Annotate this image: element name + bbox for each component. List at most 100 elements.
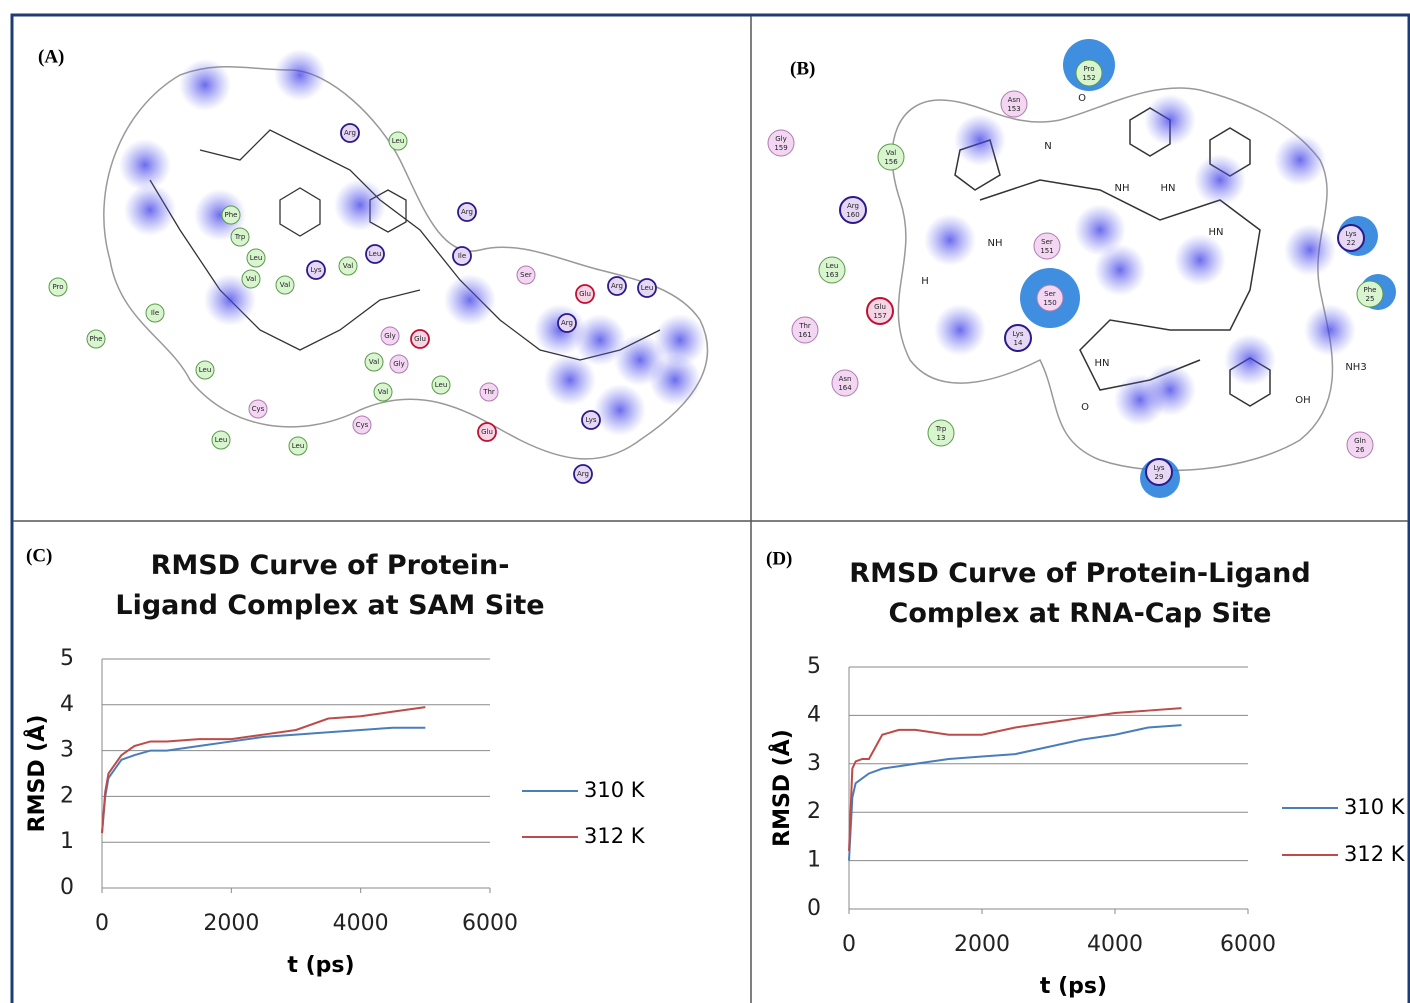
hydrophobic-blob bbox=[954, 114, 1006, 166]
residue-number: 26 bbox=[1356, 446, 1365, 454]
residue bbox=[431, 375, 451, 395]
residue-name: Phe bbox=[225, 211, 238, 219]
hydrophobic-blob bbox=[1284, 224, 1336, 276]
y-tick-label: 5 bbox=[60, 646, 74, 671]
residue bbox=[637, 278, 657, 298]
residue bbox=[818, 256, 846, 284]
hydrophobic-blob bbox=[1304, 304, 1356, 356]
residue-name: Arg bbox=[847, 202, 859, 210]
y-tick-label: 1 bbox=[807, 848, 821, 873]
chart-title: RMSD Curve of Protein-Ligand Complex at … bbox=[849, 558, 1311, 629]
y-tick-label: 2 bbox=[60, 783, 74, 808]
residue bbox=[195, 360, 215, 380]
residue-name: Ser bbox=[1041, 238, 1053, 246]
residue-name: Leu bbox=[199, 366, 212, 374]
residue-number: 164 bbox=[838, 384, 852, 392]
residue-name: Ile bbox=[458, 252, 466, 260]
residue-number: 14 bbox=[1014, 339, 1023, 347]
y-tick-label: 2 bbox=[807, 799, 821, 824]
atom-label: N bbox=[1044, 141, 1051, 152]
hydrophobic-blob bbox=[334, 179, 386, 231]
residue bbox=[516, 265, 536, 285]
residue-name: Val bbox=[246, 275, 257, 283]
residue bbox=[410, 329, 430, 349]
residue bbox=[145, 303, 165, 323]
residue-name: Lys bbox=[1012, 330, 1023, 338]
y-axis-label: RMSD (Å) bbox=[769, 729, 795, 847]
atom-label: NH bbox=[1115, 183, 1130, 194]
hydrophobic-blob bbox=[594, 384, 646, 436]
hydrophobic-blob bbox=[544, 354, 596, 406]
hydrophobic-blob bbox=[1144, 94, 1196, 146]
hydrophobic-blob bbox=[934, 304, 986, 356]
x-axis-label: t (ps) bbox=[1040, 974, 1107, 999]
y-tick-label: 4 bbox=[60, 692, 74, 717]
residue bbox=[927, 419, 955, 447]
series-line bbox=[848, 724, 1182, 861]
residue-name: Glu bbox=[579, 290, 591, 298]
x-tick-label: 4000 bbox=[333, 911, 389, 936]
hydrophobic-blob bbox=[924, 214, 976, 266]
residue bbox=[1346, 431, 1374, 459]
residue-name: Glu bbox=[481, 428, 493, 436]
residue-name: Leu bbox=[292, 442, 305, 450]
hydrophobic-blob bbox=[654, 314, 706, 366]
residue-name: Trp bbox=[234, 233, 246, 241]
residue-name: Arg bbox=[577, 470, 589, 478]
atom-label: H bbox=[921, 276, 929, 287]
chart-title: RMSD Curve of Protein-Ligand Complex at … bbox=[115, 550, 545, 621]
contour bbox=[891, 87, 1334, 472]
residue-name: Arg bbox=[561, 319, 573, 327]
residue bbox=[1337, 224, 1365, 252]
residue-name: Lys bbox=[1153, 464, 1164, 472]
hydrophobic-blob bbox=[204, 274, 256, 326]
x-tick-label: 6000 bbox=[1220, 932, 1276, 957]
hydrophobic-blob bbox=[1094, 244, 1146, 296]
hydrophobic-blob bbox=[194, 189, 246, 241]
hydrophobic-blob bbox=[179, 59, 231, 111]
residue-name: Leu bbox=[369, 250, 382, 258]
hydrophobic-blob bbox=[444, 274, 496, 326]
atom-label: O bbox=[1078, 93, 1086, 104]
residue bbox=[1036, 284, 1064, 312]
residue bbox=[791, 316, 819, 344]
residue-number: 151 bbox=[1040, 247, 1053, 255]
hydrophobic-blob bbox=[1274, 134, 1326, 186]
residue bbox=[1356, 280, 1384, 308]
residue-name: Leu bbox=[215, 436, 228, 444]
residue bbox=[248, 399, 268, 419]
frame bbox=[10, 13, 1410, 1003]
residue bbox=[389, 354, 409, 374]
atom-label: OH bbox=[1295, 395, 1310, 406]
residue bbox=[581, 410, 601, 430]
y-tick-label: 5 bbox=[807, 654, 821, 679]
residue bbox=[1075, 59, 1103, 87]
residue bbox=[340, 123, 360, 143]
hydrophobic-blob bbox=[1174, 234, 1226, 286]
residue bbox=[575, 284, 595, 304]
residue-name: Val bbox=[280, 281, 291, 289]
atom-label: NH3 bbox=[1345, 362, 1366, 373]
residue-name: Leu bbox=[392, 137, 405, 145]
residue-name: Leu bbox=[250, 254, 263, 262]
y-tick-label: 3 bbox=[807, 751, 821, 776]
panel-label: (D) bbox=[766, 548, 792, 569]
residue-name: Phe bbox=[1364, 286, 1377, 294]
residue-name: Cys bbox=[252, 405, 265, 413]
residue-number: 152 bbox=[1082, 74, 1095, 82]
x-tick-label: 6000 bbox=[462, 911, 518, 936]
residue-name: Glu bbox=[414, 335, 426, 343]
series-line bbox=[101, 726, 426, 834]
residue-number: 153 bbox=[1007, 105, 1020, 113]
y-tick-label: 0 bbox=[807, 896, 821, 921]
x-tick-label: 2000 bbox=[203, 911, 259, 936]
x-tick-label: 0 bbox=[95, 911, 109, 936]
residue bbox=[48, 277, 68, 297]
residue-name: Asn bbox=[839, 375, 852, 383]
residue-name: Val bbox=[378, 388, 389, 396]
residue-number: 156 bbox=[884, 158, 898, 166]
residue-name: Arg bbox=[611, 282, 623, 290]
residue-name: Lys bbox=[1345, 230, 1356, 238]
contour bbox=[103, 66, 709, 460]
